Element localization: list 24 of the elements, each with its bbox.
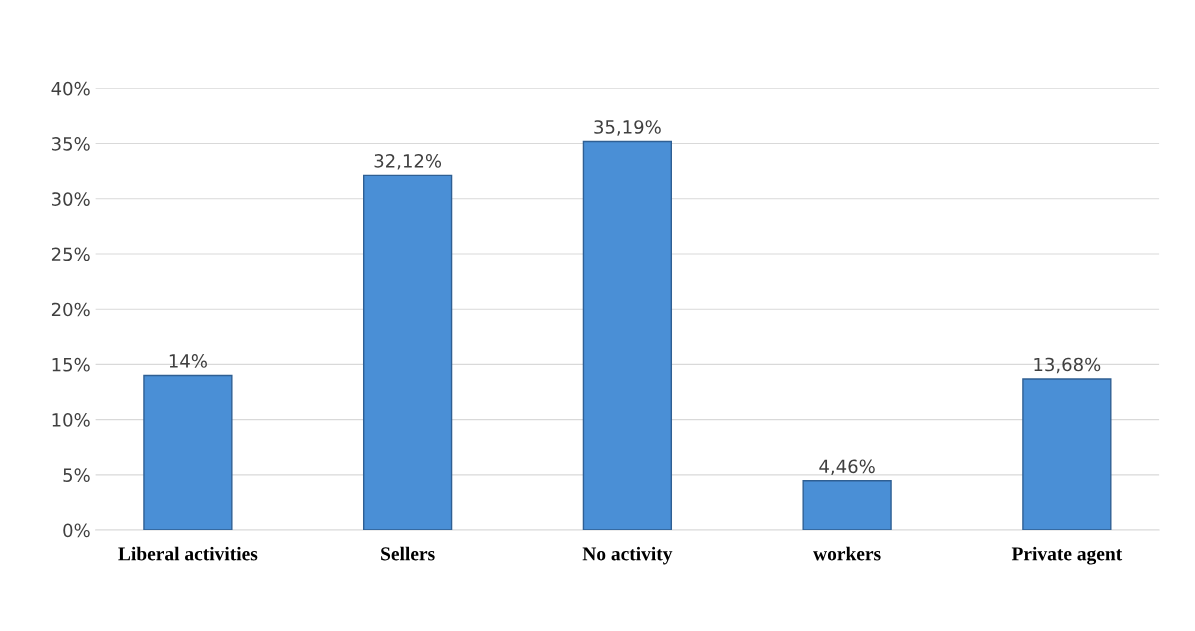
y-tick-label: 40% [51, 81, 90, 96]
bar [802, 480, 892, 531]
bar [362, 174, 453, 531]
y-tick-label: 20% [51, 302, 90, 317]
x-tick-label: workers [813, 546, 881, 561]
y-tick-label: 0% [63, 523, 90, 538]
y-tick-label: 5% [63, 468, 90, 482]
bar [582, 140, 673, 531]
y-tick-label: 35% [51, 137, 90, 151]
x-tick-label: Private agent [1011, 546, 1123, 565]
y-tick-label: 10% [52, 413, 90, 427]
x-tick-label: Sellers [381, 546, 435, 561]
y-tick-label: 15% [52, 357, 90, 372]
bar [1022, 378, 1112, 531]
bar [143, 374, 233, 531]
data-label: 13,68% [1034, 357, 1101, 374]
data-label: 14% [169, 354, 207, 368]
data-label: 35,19% [594, 120, 661, 136]
data-label: 4,46% [819, 459, 875, 475]
x-tick-label: Liberal activities [118, 546, 258, 561]
data-label: 32,12% [374, 154, 442, 170]
x-tick-label: No activity [582, 546, 673, 565]
y-tick-label: 25% [51, 247, 90, 262]
y-tick-label: 30% [51, 192, 90, 206]
